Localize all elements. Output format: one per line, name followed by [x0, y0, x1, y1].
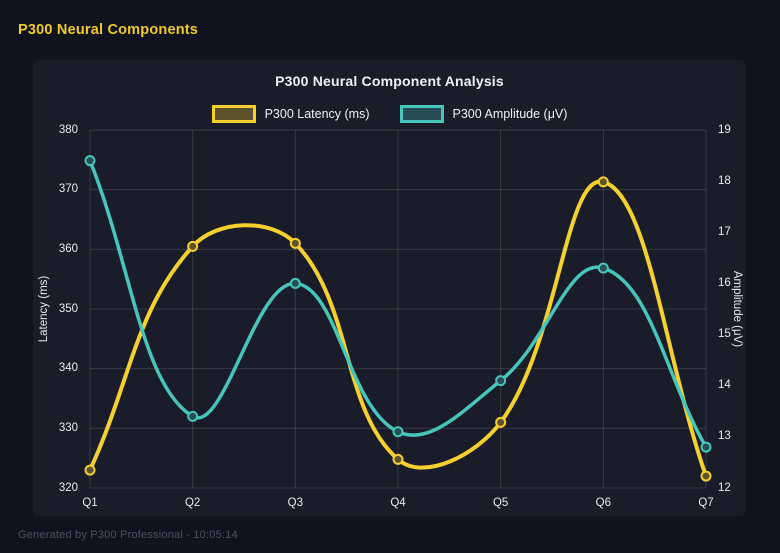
- data-point-Q7[interactable]: [700, 470, 712, 482]
- point-bg: [188, 411, 198, 421]
- legend-swatch-amplitude-icon: [399, 105, 444, 123]
- y-right-tick-label: 18: [718, 174, 731, 187]
- legend-label-latency: P300 Latency (ms): [264, 107, 370, 121]
- page-title: P300 Neural Components: [18, 22, 199, 38]
- x-tick-label: Q5: [492, 497, 509, 509]
- y-left-tick-label: 380: [58, 123, 78, 136]
- point-bg: [496, 376, 506, 386]
- y-left-tick-label: 320: [58, 481, 78, 494]
- point-bg: [188, 241, 198, 251]
- point-bg: [598, 263, 608, 273]
- y-right-tick-label: 19: [718, 123, 731, 136]
- legend-swatch-latency-icon: [211, 105, 256, 123]
- point-bg: [290, 238, 300, 248]
- y-right-tick-label: 12: [718, 481, 731, 494]
- point-bg: [598, 177, 608, 187]
- data-point-Q2[interactable]: [187, 410, 199, 422]
- chart-canvas: [84, 129, 712, 489]
- chart-legend: P300 Latency (ms) P300 Amplitude (μV): [33, 105, 746, 123]
- point-bg: [85, 465, 95, 475]
- chart-title: P300 Neural Component Analysis: [275, 73, 504, 89]
- y-right-tick-label: 14: [718, 379, 731, 392]
- point-bg: [85, 156, 95, 166]
- point-bg: [496, 417, 506, 427]
- point-bg: [290, 278, 300, 288]
- data-point-Q5[interactable]: [495, 375, 507, 387]
- data-point-Q1[interactable]: [84, 155, 96, 167]
- data-point-Q4[interactable]: [392, 453, 404, 465]
- legend-label-amplitude: P300 Amplitude (μV): [452, 107, 568, 121]
- y-left-tick-label: 350: [58, 302, 78, 315]
- chart-card: P300 Neural Component Analysis P300 Late…: [33, 60, 746, 516]
- y-left-tick-label: 370: [58, 183, 78, 196]
- x-tick-label: Q3: [287, 497, 303, 509]
- x-tick-label: Q7: [698, 497, 714, 509]
- y-right-tick-label: 15: [718, 328, 731, 341]
- data-point-Q7[interactable]: [700, 441, 712, 453]
- x-tick-label: Q1: [82, 497, 98, 509]
- y-left-tick-label: 360: [58, 242, 78, 255]
- legend-item-amplitude[interactable]: P300 Amplitude (μV): [399, 105, 568, 123]
- y-left-tick-label: 330: [58, 421, 78, 434]
- data-point-Q3[interactable]: [289, 277, 301, 289]
- y-right-tick-label: 16: [718, 276, 731, 289]
- point-bg: [701, 442, 711, 452]
- y-right-tick-label: 17: [718, 225, 731, 238]
- data-point-Q3[interactable]: [289, 237, 301, 249]
- x-tick-label: Q2: [184, 497, 201, 509]
- plot-area: Latency (ms) Amplitude (μV) 380 370 360 350…: [33, 60, 746, 516]
- footer-status: Generated by P300 Professional - 10:05:1…: [18, 529, 238, 541]
- x-tick-label: Q4: [390, 497, 406, 509]
- data-point-Q4[interactable]: [392, 426, 404, 438]
- y-left-tick-label: 340: [58, 362, 78, 375]
- point-bg: [393, 427, 403, 437]
- data-point-Q1[interactable]: [84, 464, 96, 476]
- data-point-Q2[interactable]: [187, 240, 199, 252]
- data-point-Q5[interactable]: [495, 416, 507, 428]
- point-bg: [701, 471, 711, 481]
- data-point-Q6[interactable]: [597, 262, 609, 274]
- point-bg: [393, 454, 403, 464]
- data-point-Q6[interactable]: [597, 176, 609, 188]
- legend-item-latency[interactable]: P300 Latency (ms): [211, 105, 370, 123]
- y-right-tick-label: 13: [718, 430, 731, 443]
- x-tick-label: Q6: [595, 497, 611, 509]
